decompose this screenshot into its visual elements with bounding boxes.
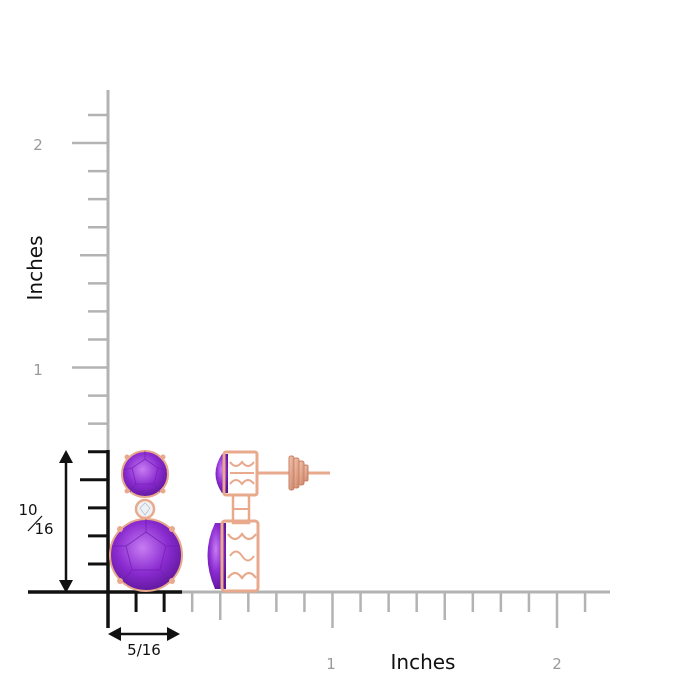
y-tick-label-2: 2 — [33, 136, 43, 154]
ruler-ticks — [72, 113, 587, 628]
x-tick-label-2: 2 — [552, 655, 562, 673]
width-label: 5/16 — [127, 641, 161, 659]
x-axis-title: Inches — [391, 650, 456, 674]
top-gem-facets — [122, 451, 168, 493]
height-label-numerator: 10 — [18, 501, 37, 519]
screw-back — [288, 455, 309, 491]
diamond-bezel — [134, 498, 156, 520]
y-tick-label-1: 1 — [33, 361, 43, 379]
dimension-ruler — [28, 450, 182, 628]
x-tick-label-1: 1 — [326, 655, 336, 673]
height-label-denominator: 16 — [34, 520, 53, 538]
y-axis-title: Inches — [23, 236, 47, 301]
width-dimension-arrow — [108, 627, 180, 641]
height-dimension-arrow — [59, 450, 73, 593]
earring-side-view — [207, 450, 330, 593]
top-amethyst-side — [215, 454, 228, 493]
height-label-fraction-bar — [27, 515, 43, 532]
earring-front-view — [109, 450, 183, 592]
bottom-gem-facets — [112, 519, 180, 583]
